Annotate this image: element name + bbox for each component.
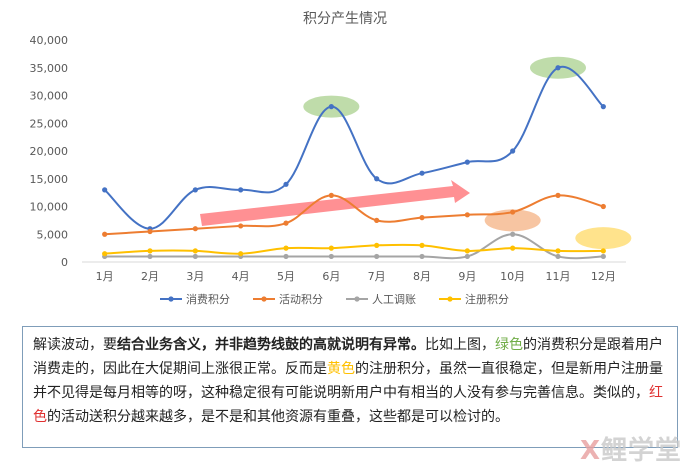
data-point [555, 253, 561, 260]
data-point [238, 223, 244, 229]
data-point [328, 245, 334, 251]
series-lines [102, 65, 606, 260]
data-point [600, 104, 606, 110]
data-point [102, 251, 108, 257]
data-point [555, 192, 561, 198]
data-point [419, 170, 425, 176]
series-line-1 [103, 65, 605, 230]
legend-marker [168, 296, 174, 302]
data-point [328, 104, 334, 110]
note-text-3: 的消费积分是跟着用户消费走的，因此在大促期间上涨很正常。反而是 [33, 337, 663, 377]
note-yellow-word: 黄色 [327, 361, 355, 377]
data-point [555, 248, 561, 254]
chart-title: 积分产生情况 [303, 11, 387, 27]
data-point [510, 148, 516, 154]
note-green-word: 绿色 [495, 337, 523, 353]
data-point [600, 248, 606, 254]
data-point [328, 253, 334, 260]
data-point [374, 217, 380, 223]
data-point [102, 231, 108, 237]
x-tick-label: 1月 [96, 270, 114, 283]
y-tick-label: 35,000 [30, 62, 69, 75]
note-text-1: 解读波动，要 [33, 337, 117, 353]
legend-marker [447, 296, 453, 302]
y-tick-label: 30,000 [30, 90, 69, 103]
note-red-word: 红色 [33, 385, 663, 425]
x-tick-label: 9月 [458, 270, 476, 283]
data-point [238, 187, 244, 193]
legend-label-1: 消费积分 [186, 292, 230, 306]
data-point [102, 187, 108, 193]
data-point [283, 220, 289, 226]
data-point [192, 187, 198, 193]
data-point [147, 248, 153, 254]
data-point [192, 248, 198, 254]
data-point [147, 228, 153, 235]
trend-arrow [200, 180, 470, 226]
highlight-ellipses [303, 56, 632, 250]
data-point [510, 231, 516, 237]
y-tick-label: 20,000 [30, 145, 69, 158]
data-point [147, 253, 153, 260]
x-tick-label: 7月 [368, 270, 386, 283]
note-bold-text: 结合业务含义，并非趋势线鼓的高就说明有异常。 [117, 337, 425, 353]
data-point [374, 176, 380, 182]
y-tick-label: 40,000 [30, 34, 69, 47]
legend-label-3: 人工调账 [372, 293, 416, 306]
series-line-2 [104, 194, 604, 236]
x-tick-label: 11月 [546, 270, 571, 283]
data-point [464, 248, 470, 254]
note-text-4: 的注册积分，虽然一直很稳定，但是新用户注册量并不见得是每月相等的呀，这种稳定很有… [33, 361, 663, 401]
y-tick-label: 5,000 [37, 228, 69, 241]
data-point [238, 251, 244, 257]
data-point [283, 253, 289, 260]
data-point [600, 253, 606, 260]
y-tick-label: 10,000 [30, 201, 69, 214]
data-point [374, 242, 380, 248]
watermark-logo: X鲤学堂 [579, 436, 682, 466]
data-point [464, 159, 470, 165]
data-point [464, 212, 470, 218]
data-point [192, 226, 198, 232]
line-chart: 积分产生情况 0 5,000 10,000 15,000 20,000 25,000 30,… [30, 11, 632, 306]
y-tick-label: 0 [61, 256, 68, 269]
data-point [419, 253, 425, 260]
data-point [419, 242, 425, 248]
x-tick-label: 3月 [186, 270, 204, 283]
data-point [600, 203, 606, 210]
note-text-5: 的活动送积分越来越多，是不是和其他资源有重叠，这些都是可以检讨的。 [47, 409, 509, 425]
data-point [192, 253, 198, 260]
y-axis-ticks: 0 5,000 10,000 15,000 20,000 25,000 30,000 35,0… [30, 34, 69, 269]
y-tick-label: 25,000 [30, 117, 69, 130]
data-point [464, 253, 470, 260]
legend: 消费积分 活动积分 人工调账 注册积分 [160, 292, 509, 306]
x-tick-label: 2月 [141, 270, 159, 283]
legend-marker [354, 296, 360, 302]
x-tick-label: 4月 [232, 270, 250, 283]
x-tick-label: 10月 [500, 270, 525, 283]
explanation-note: 解读波动，要结合业务含义，并非趋势线鼓的高就说明有异常。比如上图，绿色的消费积分… [22, 326, 678, 448]
data-point [374, 253, 380, 260]
data-point [510, 209, 516, 215]
x-tick-label: 6月 [322, 270, 340, 283]
legend-label-2: 活动积分 [279, 293, 323, 306]
highlight-ellipse-4 [575, 227, 632, 250]
legend-marker [261, 296, 267, 302]
note-text-2: 比如上图， [425, 337, 495, 353]
data-point [555, 65, 561, 71]
data-point [328, 192, 334, 198]
y-tick-label: 15,000 [30, 173, 69, 186]
data-point [283, 181, 289, 187]
series-line-4 [104, 243, 604, 255]
x-tick-label: 12月 [591, 270, 616, 283]
x-tick-label: 8月 [413, 270, 431, 283]
series-line-3 [104, 233, 604, 260]
data-point [510, 245, 516, 251]
legend-label-4: 注册积分 [465, 292, 509, 306]
x-tick-label: 5月 [277, 270, 295, 283]
x-axis-ticks: 1月 2月 3月 4月 5月 6月 7月 8月 9月 10月 11月 12月 [96, 270, 616, 283]
data-point [419, 215, 425, 221]
data-point [283, 245, 289, 251]
